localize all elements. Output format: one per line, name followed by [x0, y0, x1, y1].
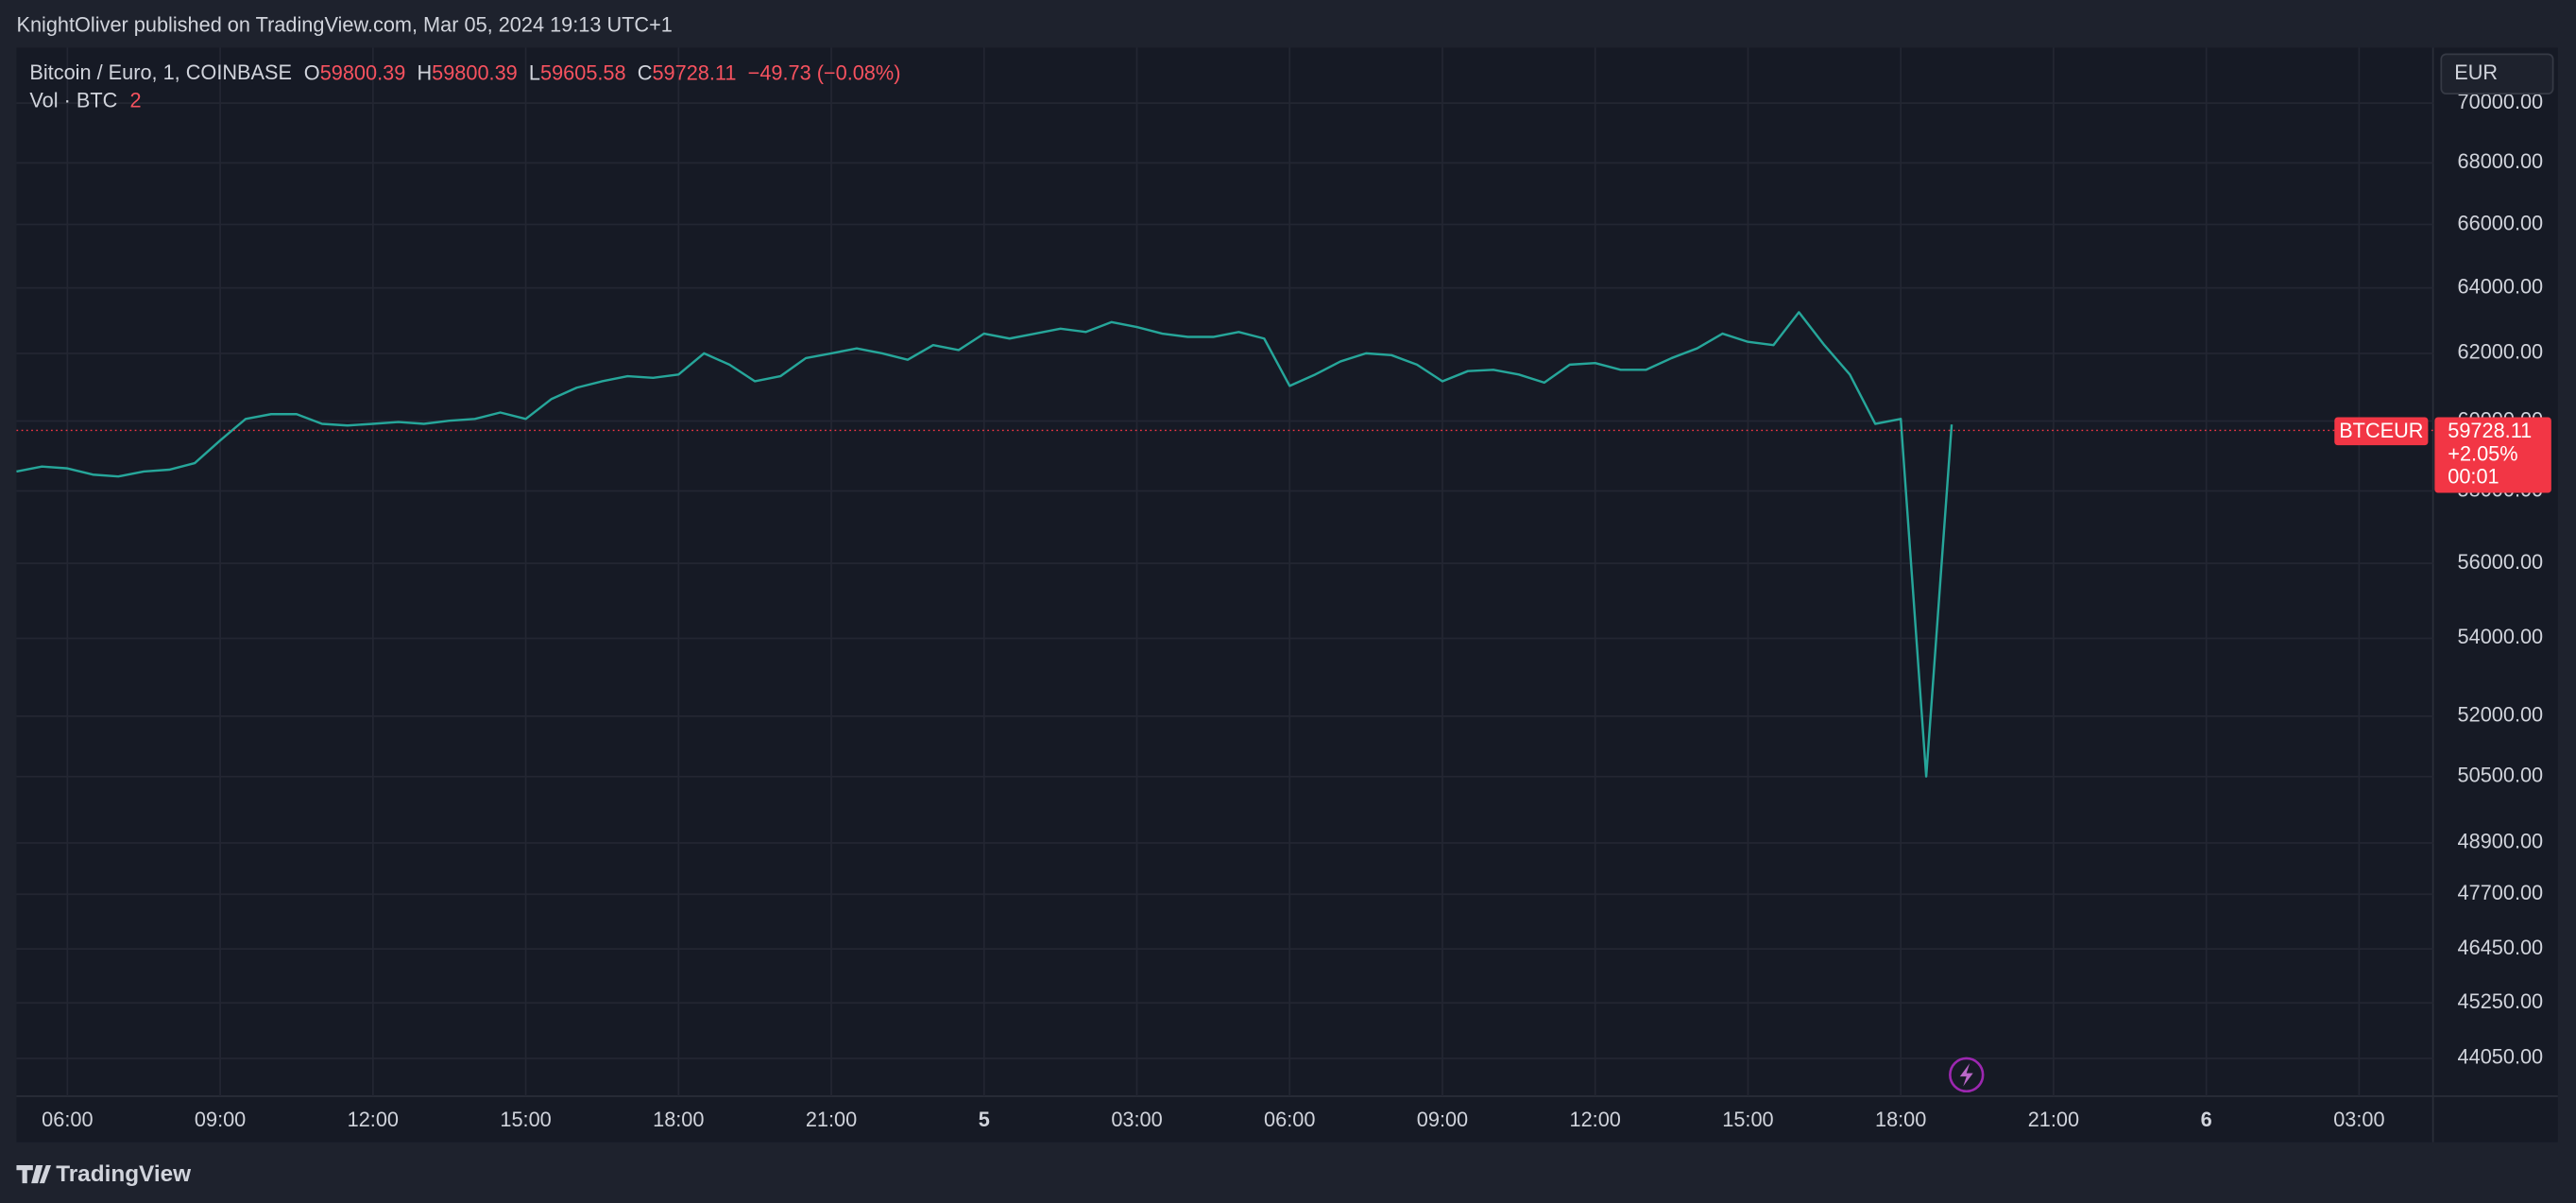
symbol: Bitcoin / Euro, 1, COINBASE — [29, 60, 292, 84]
price-line — [16, 311, 1953, 778]
price-tag-change: +2.05% — [2448, 441, 2517, 465]
header-title: KnightOliver published on TradingView.co… — [16, 13, 672, 37]
price-tags: BTCEUR 59728.11+2.05%00:01 — [2334, 417, 2551, 493]
price-tag-value: 59728.11 — [2448, 419, 2532, 442]
x-tick-label: 5 — [979, 1108, 990, 1131]
y-tick-label: 48900.00 — [2458, 830, 2544, 853]
y-tick-label: 45250.00 — [2458, 989, 2544, 1013]
volume-value: 2 — [129, 89, 141, 112]
y-tick-label: 66000.00 — [2458, 211, 2544, 234]
y-tick-label: 54000.00 — [2458, 625, 2544, 648]
x-tick-label: 06:00 — [42, 1108, 93, 1131]
ohlc-legend: O59800.39 H59800.39 L59605.58 C59728.11 −49.… — [304, 60, 901, 84]
grid — [16, 47, 2433, 1096]
x-tick-label: 15:00 — [1722, 1108, 1773, 1131]
o-label: O — [304, 60, 320, 84]
x-tick-label: 21:00 — [2028, 1108, 2079, 1131]
c-value: 59728.11 — [652, 60, 736, 84]
y-tick-label: 68000.00 — [2458, 149, 2544, 173]
x-tick-label: 03:00 — [2333, 1108, 2384, 1131]
l-value: 59605.58 — [540, 60, 626, 84]
h-value: 59800.39 — [432, 60, 518, 84]
y-tick-label: 50500.00 — [2458, 763, 2544, 786]
ticker: BTCEUR — [2339, 419, 2423, 442]
ticker-tag — [2334, 417, 2429, 446]
x-tick-label: 15:00 — [500, 1108, 551, 1131]
y-tick-label: 62000.00 — [2458, 340, 2544, 364]
c-label: C — [638, 60, 653, 84]
y-tick-label: 52000.00 — [2458, 703, 2544, 727]
x-tick-label: 06:00 — [1264, 1108, 1315, 1131]
y-tick-label: 46450.00 — [2458, 936, 2544, 959]
chart-pane — [16, 47, 2558, 1143]
price-tag — [2434, 417, 2551, 493]
currency-button[interactable] — [2440, 53, 2554, 95]
o-value: 59800.39 — [320, 60, 406, 84]
change: −49.73 (−0.08%) — [748, 60, 901, 84]
x-tick-label: 12:00 — [348, 1108, 399, 1131]
x-tick-label: 21:00 — [806, 1108, 857, 1131]
x-tick-label: 03:00 — [1111, 1108, 1162, 1131]
x-tick-label: 18:00 — [1875, 1108, 1926, 1131]
footer-brand: TradingView — [56, 1161, 191, 1187]
currency[interactable]: EUR — [2454, 60, 2498, 84]
x-tick-label: 12:00 — [1570, 1108, 1621, 1131]
plot — [16, 311, 2433, 778]
y-tick-label: 56000.00 — [2458, 550, 2544, 574]
price-tag-countdown: 00:01 — [2448, 465, 2499, 489]
y-tick-label: 44050.00 — [2458, 1045, 2544, 1069]
y-tick-label: 64000.00 — [2458, 274, 2544, 298]
volume-label: Vol · BTC — [29, 89, 117, 112]
lightning — [1959, 1063, 1973, 1087]
x-tick-label: 18:00 — [653, 1108, 704, 1131]
h-label: H — [417, 60, 432, 84]
x-tick-label: 09:00 — [1417, 1108, 1468, 1131]
y-tick-label: 47700.00 — [2458, 881, 2544, 904]
x-tick-label: 6 — [2201, 1108, 2212, 1131]
l-label: L — [529, 60, 540, 84]
x-tick-label: 09:00 — [195, 1108, 246, 1131]
